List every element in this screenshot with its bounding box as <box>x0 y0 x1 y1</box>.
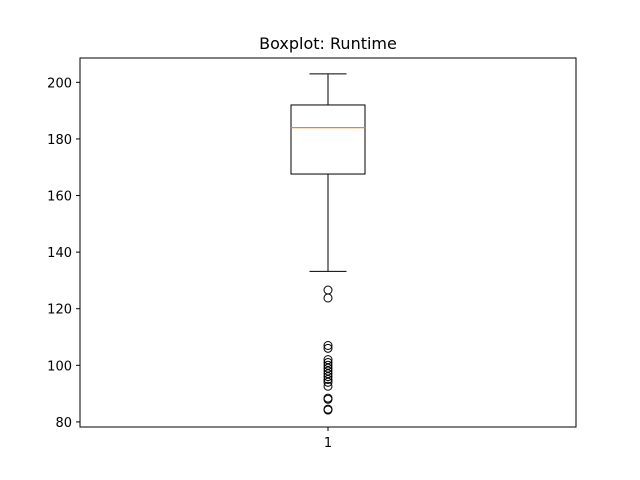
outlier-point <box>323 377 333 387</box>
iqr-box <box>290 104 366 175</box>
outlier-point <box>323 343 333 353</box>
outlier-point <box>323 341 333 351</box>
y-tick-label: 140 <box>47 246 72 261</box>
x-tick-label: 1 <box>324 436 332 451</box>
y-tick-label: 80 <box>55 416 72 431</box>
boxes <box>290 73 366 415</box>
y-tick-label: 200 <box>47 76 72 91</box>
x-axis: 1 <box>324 427 332 451</box>
y-tick-label: 180 <box>47 133 72 148</box>
outlier-point <box>323 374 333 384</box>
outlier-point <box>323 394 333 404</box>
outlier-point <box>323 372 333 382</box>
y-tick-label: 100 <box>47 359 72 374</box>
outlier-point <box>323 381 333 391</box>
outlier-point <box>323 405 333 415</box>
y-axis: 80 100 120 140 160 180 200 <box>47 76 80 431</box>
outlier-point <box>323 293 333 303</box>
y-tick-label: 160 <box>47 190 72 205</box>
y-tick-label: 120 <box>47 303 72 318</box>
chart-title: Boxplot: Runtime <box>259 34 397 53</box>
